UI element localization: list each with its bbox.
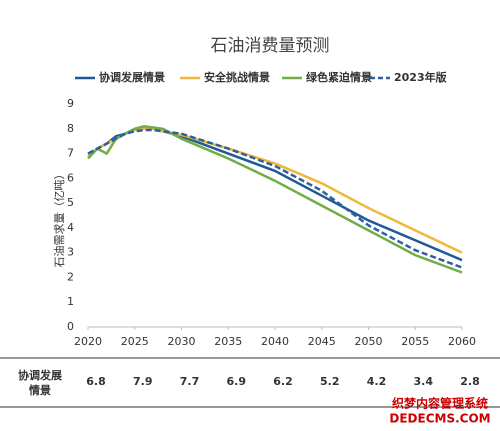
y-tick-label: 9 [67,97,74,110]
table-cell: 7.7 [180,375,200,388]
x-tick-label: 2035 [214,335,242,348]
table-cell: 3.4 [414,375,434,388]
table-cell: 7.9 [133,375,153,388]
table-cell: 6.8 [86,375,106,388]
y-tick-label: 1 [67,295,74,308]
x-tick-label: 2060 [448,335,476,348]
table-cell: 5.2 [320,375,340,388]
table-cell: 6.9 [227,375,247,388]
y-tick-label: 5 [67,196,74,209]
x-tick-label: 2030 [168,335,196,348]
series-line [87,125,463,274]
table-cell: 4.2 [367,375,387,388]
legend-label: 协调发展情景 [99,70,165,84]
table-row-label: 协调发展 [18,368,63,382]
legend-label: 安全挑战情景 [204,70,270,84]
y-axis-label: 石油需求量（亿吨） [52,169,66,268]
x-tick-label: 2055 [401,335,429,348]
y-tick-label: 6 [67,171,74,184]
table-cell: 6.2 [273,375,293,388]
chart-title: 石油消费量预测 [211,36,330,56]
series-line [87,128,463,269]
y-tick-label: 7 [67,147,74,160]
legend-label: 绿色紧迫情景 [306,70,372,84]
y-tick-label: 2 [67,270,74,283]
table-cell: 2.8 [460,375,480,388]
y-tick-label: 0 [67,320,74,333]
watermark: 织梦内容管理系统 [392,396,488,411]
y-tick-label: 3 [67,246,74,259]
watermark: DEDECMS.COM [389,412,490,426]
x-tick-label: 2045 [308,335,336,348]
x-tick-label: 2040 [261,335,289,348]
series-line [87,126,463,262]
legend-label: 2023年版 [394,70,447,84]
series-line [87,127,463,254]
x-tick-label: 2020 [74,335,102,348]
x-tick-label: 2050 [355,335,383,348]
y-tick-label: 4 [67,221,74,234]
y-tick-label: 8 [67,122,74,135]
table-row-label: 情景 [29,383,51,397]
x-tick-label: 2025 [121,335,149,348]
